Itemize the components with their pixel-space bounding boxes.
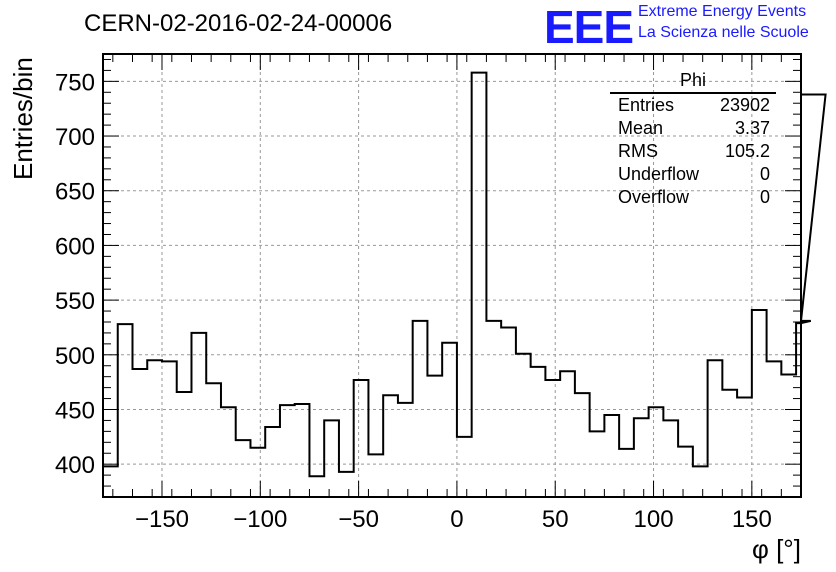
x-axis-label: φ [°] [752, 534, 801, 564]
histogram-bin [663, 420, 678, 497]
histogram-bin [649, 407, 664, 497]
histogram-bin [383, 395, 398, 497]
histogram-bin [722, 390, 737, 497]
x-tick-label: −50 [338, 506, 379, 533]
y-tick-label: 700 [55, 124, 95, 151]
histogram-bin [103, 466, 118, 497]
stats-title: Phi [610, 70, 776, 94]
y-tick-label: 750 [55, 69, 95, 96]
histogram-bin [619, 449, 634, 497]
stats-row-value: 0 [759, 164, 770, 184]
stats-row: RMS 105.2 [610, 140, 776, 163]
x-tick-label: 0 [450, 506, 463, 533]
stats-row-value: 0 [759, 187, 770, 207]
histogram-bin [162, 361, 177, 497]
histogram-bin [191, 333, 206, 497]
stats-row-value: 23902 [719, 95, 770, 115]
histogram-bin [250, 448, 265, 497]
y-tick-label: 500 [55, 343, 95, 370]
stats-row-label: Mean [618, 118, 664, 138]
stats-row-label: RMS [618, 141, 658, 161]
logo-line-1: Extreme Energy Events [638, 3, 807, 20]
x-tick-label: −150 [135, 506, 189, 533]
x-tick-label: 50 [542, 506, 569, 533]
histogram-bin [354, 380, 369, 497]
stats-row: Entries 23902 [610, 94, 776, 117]
histogram-bin [678, 447, 693, 497]
histogram-bin [309, 476, 324, 497]
histogram-bin [280, 405, 295, 497]
stats-row-value: 105.2 [724, 141, 770, 161]
y-tick-label: 550 [55, 288, 95, 315]
histogram-bin [147, 360, 162, 497]
histogram-bin [339, 472, 354, 497]
histogram-bin [295, 404, 310, 497]
histogram-bin [324, 420, 339, 497]
x-tick-label: 100 [634, 506, 674, 533]
histogram-bin [545, 380, 560, 497]
histogram-bin [575, 393, 590, 497]
y-tick-label: 400 [55, 452, 95, 479]
histogram-bin [206, 383, 221, 497]
histogram-bin [368, 454, 383, 497]
stats-row: Overflow 0 [610, 186, 776, 209]
histogram-bin [560, 371, 575, 497]
x-tick-label: −100 [233, 506, 287, 533]
histogram-bin [221, 407, 236, 497]
histogram-bin [472, 73, 487, 497]
histogram-bin [442, 343, 457, 497]
histogram-bin [531, 367, 546, 497]
stats-box: Phi Entries 23902 Mean 3.37 RMS 105.2 Underflo… [610, 70, 776, 209]
stats-row-value: 3.37 [734, 118, 770, 138]
x-tick-label: 150 [732, 506, 772, 533]
logo-line-2: La Scienza nelle Scuole [638, 24, 809, 41]
histogram-bin [177, 392, 192, 497]
plot-frame [102, 53, 802, 498]
histogram-bin [501, 327, 516, 497]
histogram-bin [427, 376, 442, 497]
eee-logo: EEE [544, 1, 634, 53]
histogram-bin [781, 374, 796, 497]
histogram-bin [693, 466, 708, 497]
histogram-bin [118, 324, 133, 497]
histogram-bin [132, 369, 147, 497]
y-tick-label: 450 [55, 397, 95, 424]
histogram-bin [604, 415, 619, 497]
histogram-bin [752, 310, 767, 497]
y-tick-label: 600 [55, 233, 95, 260]
stats-row: Underflow 0 [610, 163, 776, 186]
stats-row-label: Entries [618, 95, 675, 115]
histogram-bin [457, 437, 472, 497]
histogram-bin [413, 321, 428, 497]
chart-title: CERN-02-2016-02-24-00006 [84, 10, 393, 37]
histogram-bin [708, 360, 723, 497]
histogram-bin [486, 321, 501, 497]
histogram-line [102, 71, 827, 497]
stats-row-label: Underflow [618, 164, 700, 184]
histogram-bin [767, 361, 782, 497]
histogram-bin [398, 403, 413, 497]
stats-row-label: Overflow [618, 187, 690, 207]
stats-row: Mean 3.37 [610, 117, 776, 140]
histogram-bin [737, 397, 752, 497]
y-tick-label: 650 [55, 179, 95, 206]
histogram-bin [516, 354, 531, 497]
histogram-bin [265, 427, 280, 497]
histogram-bin [590, 431, 605, 497]
histogram-bin [634, 418, 649, 497]
histogram-bin [236, 440, 251, 497]
